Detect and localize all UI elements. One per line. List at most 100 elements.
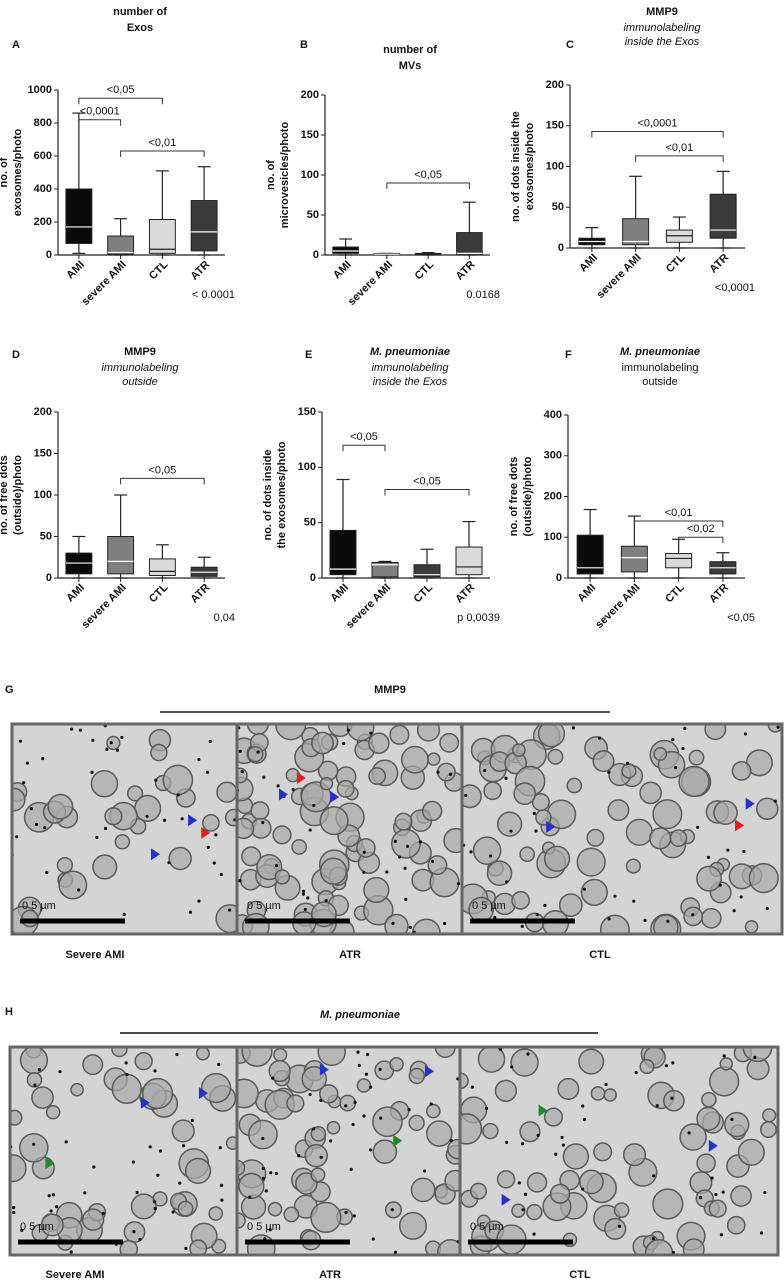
vesicle [304,1143,328,1168]
bracket-label: <0,05 [107,84,135,96]
gold-dot [58,1070,62,1074]
gold-dot [64,1140,68,1144]
vesicle [408,1114,425,1132]
gold-dot [582,1117,587,1122]
gold-dot [691,913,695,917]
vesicle [319,806,349,836]
vesicle [652,799,683,830]
gold-dot [291,787,295,792]
vesicle [224,808,237,827]
box [371,562,399,578]
gold-dot [324,899,328,903]
gold-dot [276,784,280,788]
vesicle [462,784,482,809]
vesicle [719,1057,734,1071]
gold-dot [773,799,777,803]
x-tick-label: ATR [453,582,477,606]
y-tick-label: 200 [301,89,319,101]
gold-dot [632,899,636,903]
gold-dot [25,761,29,765]
gold-dot [730,1117,734,1121]
x-tick-label: CTL [663,581,687,605]
x-tick-label: severe AMI [344,582,393,631]
vesicle [511,890,530,910]
gold-dot [274,863,279,868]
y-tick-label: 50 [552,201,564,213]
chart-subtitle: immunolabeling [371,362,449,374]
p-value: <0,0001 [715,282,755,294]
gold-dot [69,1250,73,1254]
gold-dot [214,833,218,837]
vesicle [12,787,26,812]
gold-dot [344,1210,348,1215]
vesicle [704,724,727,741]
y-tick-label: 800 [34,117,52,129]
arrowhead [393,1134,403,1147]
box [65,188,93,244]
y-tick-label: 200 [34,406,52,418]
gold-dot [722,1054,726,1058]
gold-dot [91,738,95,742]
gold-dot [742,850,746,854]
gold-dot [220,1198,224,1202]
y-tick-label: 150 [298,406,316,418]
gold-dot [505,1140,509,1144]
bracket-label: <0,01 [148,137,176,149]
gold-dot [162,818,167,822]
gold-dot [319,1155,323,1159]
bracket-label: <0,01 [665,142,693,154]
y-tick-label: 0 [556,572,562,584]
gold-dot [362,850,366,854]
panel-frame [10,722,784,936]
vesicle [472,836,502,865]
gold-dot [651,1236,656,1241]
gold-dot [582,887,586,891]
gold-dot [493,915,497,920]
arrowhead [424,1065,434,1078]
vesicle [267,1201,283,1217]
vesicle [469,1182,488,1200]
vesicle [755,797,779,821]
box [148,219,176,254]
vesicle [356,838,376,858]
y-axis-label: no. of free dots [508,457,520,536]
arrowhead [45,1157,55,1170]
vesicle [526,1172,548,1193]
gold-dot [344,1104,348,1108]
vesicle [592,750,615,773]
vesicle [202,813,220,832]
vesicle [737,1138,765,1166]
gold-dot [153,1206,157,1211]
gold-dot [312,1127,316,1131]
gold-dot [404,897,408,901]
vesicle [241,1047,273,1067]
vesicle [443,827,462,854]
gold-dot [301,892,306,896]
gold-dot [47,1194,51,1198]
vesicle [730,1185,752,1207]
gold-dot [145,814,149,818]
gold-dot [613,894,617,898]
y-axis-label: no. of [0,157,10,187]
vesicle [58,870,88,900]
gold-dot [357,1063,361,1068]
gold-dot [153,1069,157,1073]
vesicle [546,799,577,830]
micrograph [462,724,782,934]
vesicle [700,907,722,929]
vesicle [215,904,237,934]
vesicle [82,1054,104,1076]
vesicle [237,817,255,840]
vesicle [726,1215,746,1235]
gold-dot [393,839,397,843]
gold-dot [397,855,402,859]
box [107,235,135,255]
vesicle [225,1136,237,1151]
y-tick-label: 150 [34,447,52,459]
gold-dot [681,746,685,751]
gold-dot [218,1146,222,1150]
chart-subtitle: inside the Exos [625,36,700,48]
chart-subtitle: immunolabeling [101,362,179,374]
vesicle [543,845,571,872]
